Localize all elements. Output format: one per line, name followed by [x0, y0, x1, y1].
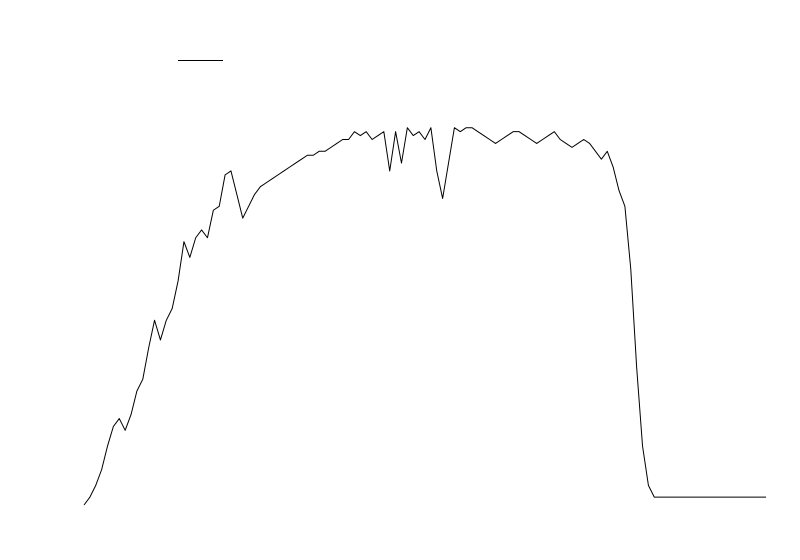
series-group	[83, 127, 766, 506]
chart-legend	[178, 52, 238, 66]
legend-swatch	[178, 60, 223, 61]
series-line	[83, 127, 766, 506]
